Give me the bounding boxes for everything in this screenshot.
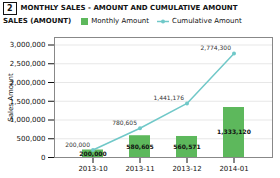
svg-text:560,571: 560,571 [173,143,200,150]
svg-text:580,605: 580,605 [126,143,153,150]
html-text:Cumulative Amount: Cumulative Amount [172,17,242,25]
svg-text:2,774,300: 2,774,300 [200,44,231,51]
svg-text:2,500,000: 2,500,000 [10,60,46,68]
svg-text:Sales Amount: Sales Amount [7,73,15,122]
html-text:SALES (AMOUNT): SALES (AMOUNT) [3,17,72,25]
svg-text:200,000: 200,000 [65,141,90,148]
svg-text:3,000,000: 3,000,000 [10,41,46,49]
svg-text:780,605: 780,605 [112,119,137,126]
svg-text:2,000,000: 2,000,000 [9,78,46,87]
svg-text:1,441,176: 1,441,176 [153,94,184,101]
svg-text:500,000: 500,000 [17,135,46,143]
svg-text:2013-12: 2013-12 [172,165,201,173]
svg-text:0: 0 [41,154,45,162]
html-text:2: 2 [7,3,13,13]
svg-text:2013-10: 2013-10 [78,165,107,173]
svg-text:2014-01: 2014-01 [219,165,248,173]
svg-text:200,000: 200,000 [79,149,107,157]
svg-text:1,000,000: 1,000,000 [9,116,46,125]
html-text:Monthly Amount: Monthly Amount [91,17,149,25]
svg-text:1,333,120: 1,333,120 [217,128,251,135]
svg-text:2013-11: 2013-11 [125,165,154,173]
html-text:MONTHLY SALES - AMOUNT AND CUM: MONTHLY SALES - AMOUNT AND CUMULATIVE AM… [20,4,238,12]
svg-text:1,500,000: 1,500,000 [9,97,46,106]
